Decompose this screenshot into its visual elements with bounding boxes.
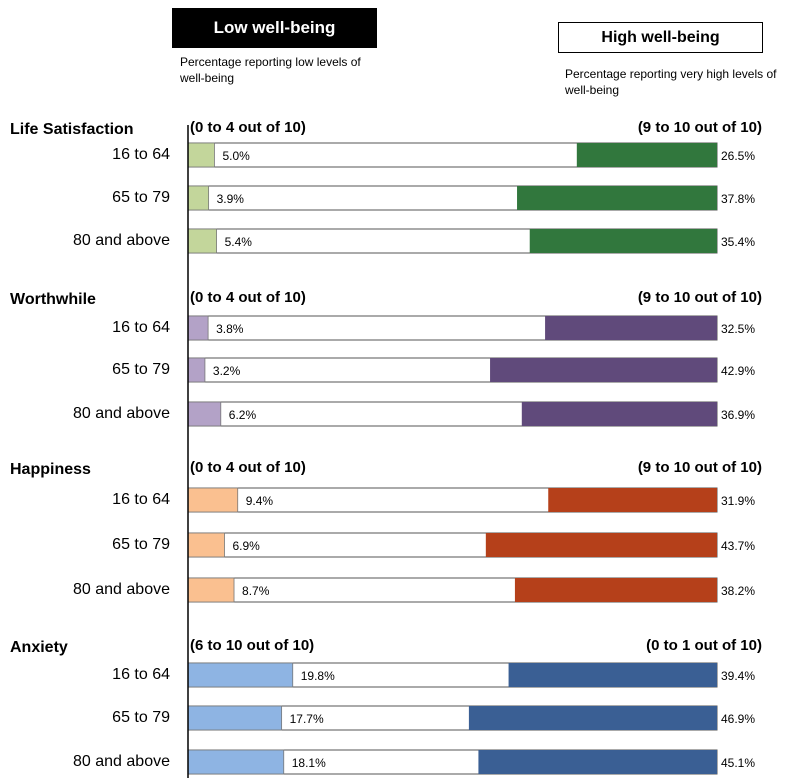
high-bar: [548, 488, 717, 512]
low-value-label: 3.9%: [217, 192, 245, 206]
category-label: 65 to 79: [112, 189, 170, 206]
low-value-label: 6.9%: [233, 539, 261, 553]
low-bar: [187, 401, 222, 427]
high-value-label: 36.9%: [721, 408, 755, 422]
low-value-label: 17.7%: [290, 712, 324, 726]
high-range-label: (9 to 10 out of 10): [638, 459, 762, 476]
group-label: Worthwhile: [10, 291, 96, 308]
group-label: Life Satisfaction: [10, 121, 134, 138]
low-value-label: 8.7%: [242, 584, 270, 598]
high-bar: [468, 706, 717, 730]
high-bar: [514, 578, 717, 602]
category-label: 80 and above: [73, 753, 170, 770]
low-bar: [187, 577, 235, 603]
low-range-label: (6 to 10 out of 10): [190, 637, 314, 654]
high-value-label: 45.1%: [721, 756, 755, 770]
category-label: 80 and above: [73, 581, 170, 598]
high-bar: [490, 358, 717, 382]
high-value-label: 38.2%: [721, 584, 755, 598]
low-value-label: 19.8%: [301, 669, 335, 683]
category-label: 80 and above: [73, 232, 170, 249]
low-bar: [187, 532, 225, 558]
category-label: 16 to 64: [112, 491, 170, 508]
low-value-label: 18.1%: [292, 756, 326, 770]
low-legend-note: Percentage reporting low levels of well-…: [180, 55, 361, 85]
high-bar: [517, 186, 717, 210]
category-label: 16 to 64: [112, 319, 170, 336]
low-bar: [187, 142, 215, 168]
high-legend-note: Percentage reporting very high levels of…: [565, 67, 777, 97]
group-label: Happiness: [10, 461, 91, 478]
low-value-label: 9.4%: [246, 494, 274, 508]
high-value-label: 32.5%: [721, 322, 755, 336]
high-legend-title: High well-being: [558, 22, 763, 53]
low-value-label: 3.8%: [216, 322, 244, 336]
low-bar: [187, 749, 285, 775]
low-range-label: (0 to 4 out of 10): [190, 289, 306, 306]
category-label: 16 to 64: [112, 146, 170, 163]
high-value-label: 43.7%: [721, 539, 755, 553]
high-value-label: 39.4%: [721, 669, 755, 683]
low-bar: [187, 185, 210, 211]
low-bar: [187, 705, 283, 731]
high-bar: [478, 750, 717, 774]
high-value-label: 35.4%: [721, 235, 755, 249]
high-bar: [508, 663, 717, 687]
low-bar: [187, 487, 239, 513]
category-label: 80 and above: [73, 405, 170, 422]
high-bar: [529, 229, 717, 253]
high-value-label: 42.9%: [721, 364, 755, 378]
category-label: 65 to 79: [112, 361, 170, 378]
high-value-label: 26.5%: [721, 149, 755, 163]
low-value-label: 5.0%: [222, 149, 250, 163]
low-bar: [187, 357, 206, 383]
low-legend-title: Low well-being: [172, 8, 377, 48]
high-bar: [521, 402, 717, 426]
category-label: 65 to 79: [112, 709, 170, 726]
low-bar: [187, 662, 294, 688]
high-range-label: (0 to 1 out of 10): [646, 637, 762, 654]
high-range-label: (9 to 10 out of 10): [638, 119, 762, 136]
high-bar: [545, 316, 717, 340]
high-bar: [485, 533, 717, 557]
low-range-label: (0 to 4 out of 10): [190, 119, 306, 136]
category-label: 16 to 64: [112, 666, 170, 683]
high-value-label: 31.9%: [721, 494, 755, 508]
category-label: 65 to 79: [112, 536, 170, 553]
high-bar: [576, 143, 717, 167]
low-value-label: 6.2%: [229, 408, 257, 422]
high-range-label: (9 to 10 out of 10): [638, 289, 762, 306]
group-label: Anxiety: [10, 639, 68, 656]
high-value-label: 46.9%: [721, 712, 755, 726]
low-value-label: 5.4%: [225, 235, 253, 249]
low-bar: [187, 315, 209, 341]
high-value-label: 37.8%: [721, 192, 755, 206]
low-bar: [187, 228, 217, 254]
low-range-label: (0 to 4 out of 10): [190, 459, 306, 476]
low-value-label: 3.2%: [213, 364, 241, 378]
